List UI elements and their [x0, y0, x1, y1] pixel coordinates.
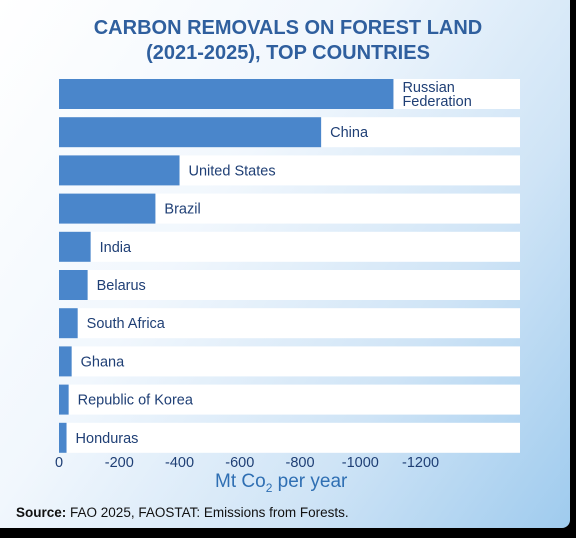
bar-label-united-states: United States [189, 163, 276, 179]
x-tick-label: -1000 [342, 455, 379, 471]
x-tick-label: -1200 [402, 455, 439, 471]
source-text: FAO 2025, FAOSTAT: Emissions from Forest… [70, 505, 349, 520]
source-note: Source: FAO 2025, FAOSTAT: Emissions fro… [16, 505, 349, 520]
x-axis-label-part-1: Mt Co [215, 471, 266, 492]
chart-title-line-1: CARBON REMOVALS ON FOREST LAND [93, 17, 483, 39]
bar-republic-of-korea [59, 384, 69, 415]
bar-russian-federation [59, 79, 394, 109]
bar-label-india: India [100, 240, 132, 256]
bar-belarus [59, 270, 88, 300]
x-tick-label: -600 [225, 455, 254, 471]
source-label: Source: [16, 505, 67, 520]
x-axis-label-subscript: 2 [265, 480, 273, 495]
bar-label-republic-of-korea: Republic of Korea [78, 393, 194, 409]
chart-title-line-2: (2021-2025), TOP COUNTRIES [146, 42, 430, 64]
bar-brazil [59, 193, 156, 224]
bar-label-belarus: Belarus [97, 278, 146, 294]
bar-south-africa [59, 308, 78, 339]
bar-label-russian-federation: Russian Federation [402, 80, 471, 110]
bar-chart: Russian Federation China United States Brazi… [55, 79, 520, 471]
bar-honduras [59, 422, 67, 453]
chart-panel: CARBON REMOVALS ON FOREST LAND (2021-202… [0, 0, 570, 528]
bar-label-honduras: Honduras [76, 431, 139, 447]
bar-label-brazil: Brazil [164, 202, 200, 218]
x-tick-label: -800 [286, 455, 315, 471]
bar-label-ghana: Ghana [81, 354, 125, 370]
chart-title: CARBON REMOVALS ON FOREST LAND (2021-202… [0, 16, 570, 66]
bar-track-ghana [59, 346, 520, 377]
bar-united-states [59, 155, 180, 186]
bar-track-honduras [59, 422, 520, 453]
x-axis-label: Mt Co2 per year [215, 471, 347, 495]
x-axis-label-part-2: per year [272, 471, 348, 492]
bar-track-india [59, 231, 520, 262]
bar-track-republic-of-korea [59, 384, 520, 415]
x-tick-label: 0 [55, 455, 63, 471]
x-tick-label: -200 [105, 455, 134, 471]
bar-china [59, 117, 322, 148]
bar-label-china: China [330, 125, 369, 141]
bar-label-south-africa: South Africa [87, 316, 166, 332]
bar-india [59, 231, 91, 262]
bar-track-south-africa [59, 308, 520, 339]
x-tick-label: -400 [165, 455, 194, 471]
bar-track-belarus [59, 270, 520, 300]
bar-ghana [59, 346, 72, 377]
